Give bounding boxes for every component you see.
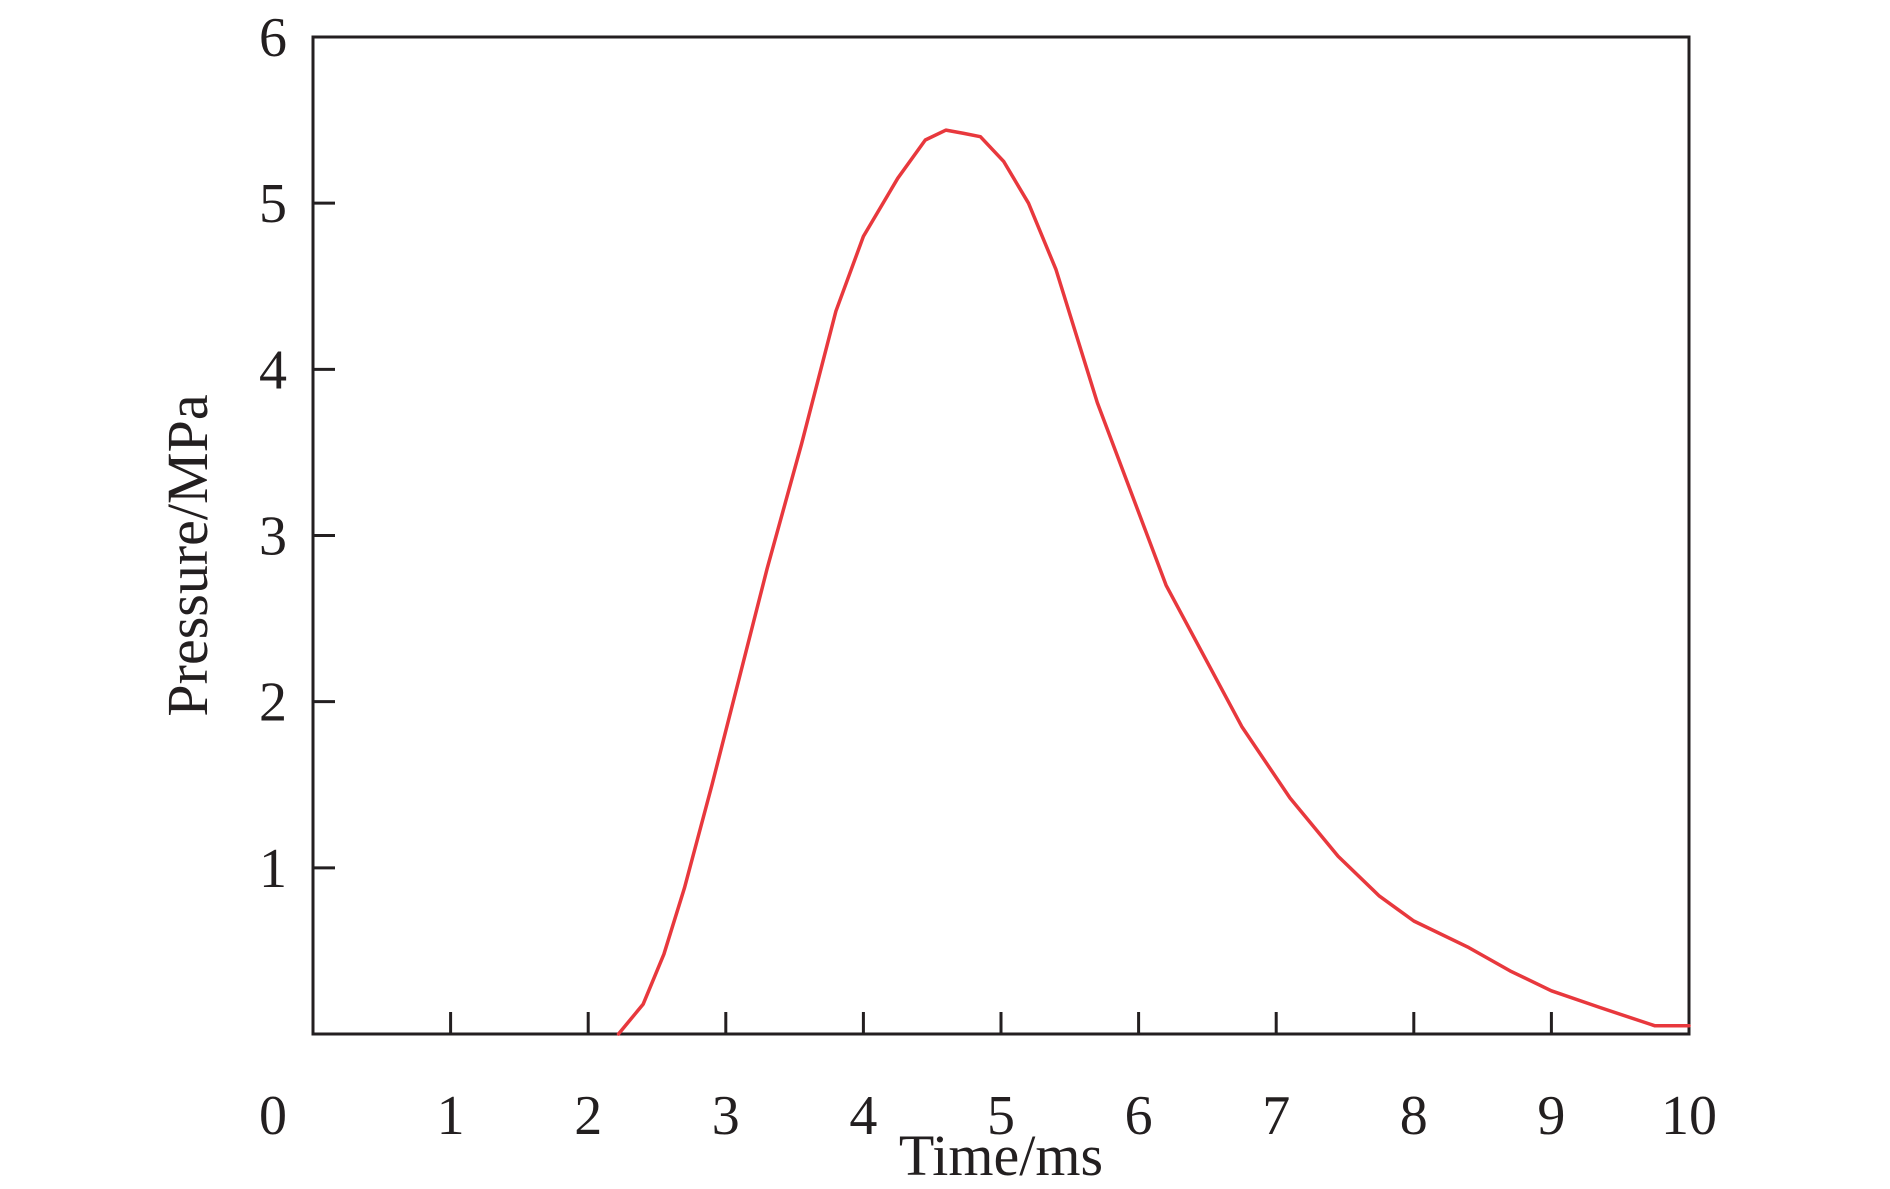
origin-tick-label: 0 [259, 1085, 287, 1147]
x-axis: 1 2 3 4 5 6 7 8 9 10 [437, 1012, 1717, 1147]
x-axis-title: Time/ms [899, 1123, 1103, 1188]
y-axis: 1 2 3 4 5 6 [259, 7, 335, 900]
x-tick-label: 5 [987, 1085, 1015, 1147]
series-line-0 [616, 128, 1691, 1036]
x-tick-label: 10 [1661, 1085, 1717, 1147]
x-tick-label: 3 [712, 1085, 740, 1147]
plot-frame [311, 35, 1691, 1036]
x-tick-label: 7 [1262, 1085, 1290, 1147]
series-layer [616, 128, 1691, 1036]
x-tick-label: 2 [574, 1085, 602, 1147]
plot-frame-border [311, 35, 1691, 1036]
x-tick-label: 1 [437, 1085, 465, 1147]
y-tick-label: 6 [259, 7, 287, 69]
y-tick-label: 1 [259, 838, 287, 900]
y-tick-label: 2 [259, 672, 287, 734]
y-axis-title: Pressure/MPa [155, 394, 220, 716]
y-tick-label: 5 [259, 173, 287, 235]
x-tick-label: 8 [1400, 1085, 1428, 1147]
y-tick-label: 3 [259, 506, 287, 568]
x-tick-label: 9 [1537, 1085, 1565, 1147]
x-tick-label: 6 [1125, 1085, 1153, 1147]
y-tick-label: 4 [259, 339, 287, 401]
x-tick-label: 4 [849, 1085, 877, 1147]
